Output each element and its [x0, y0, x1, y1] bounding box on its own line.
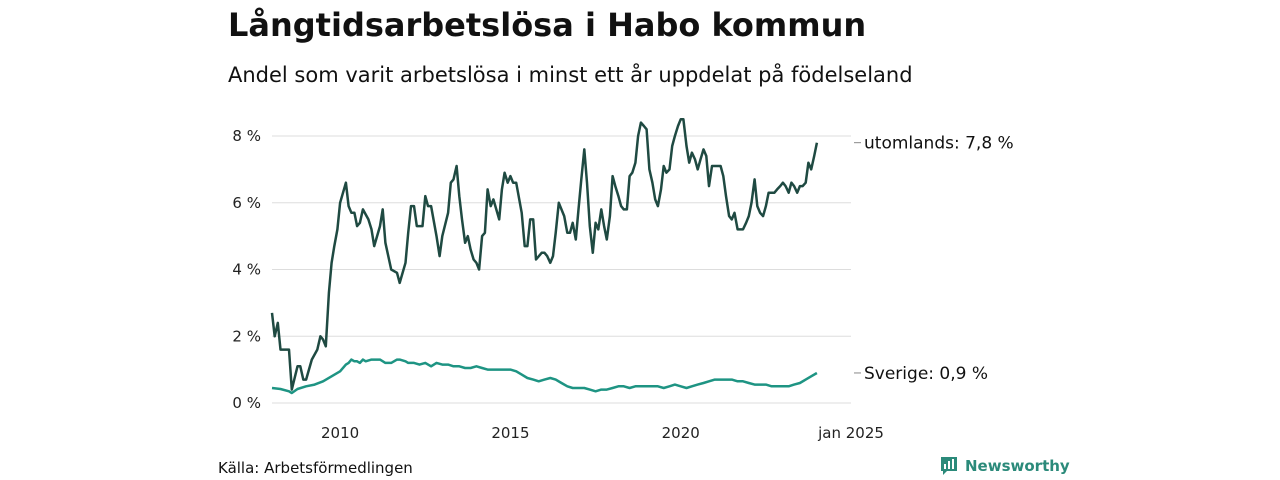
y-tick-label: 2 %: [232, 327, 261, 345]
brand-name: Newsworthy: [965, 457, 1070, 475]
y-tick-label: 6 %: [232, 194, 261, 212]
x-tick-label: 2020: [662, 424, 700, 442]
series-end-label: Sverige: 0,9 %: [864, 364, 988, 384]
y-axis-ticks: 0 % 2 % 4 % 6 % 8 %: [232, 127, 261, 412]
gridlines: [272, 135, 851, 404]
chart-title: Långtidsarbetslösa i Habo kommun: [228, 6, 867, 44]
y-tick-label: 4 %: [232, 261, 261, 279]
y-tick-label: 0 %: [232, 394, 261, 412]
series-end-labels: utomlands: 7,8 % Sverige: 0,9 %: [854, 134, 1014, 384]
x-tick-label: jan 2025: [817, 424, 884, 442]
x-tick-label: 2010: [321, 424, 359, 442]
newsworthy-logo-icon: [941, 457, 957, 475]
x-axis-ticks: 2010 2015 2020 jan 2025: [321, 424, 884, 442]
brand-logo: Newsworthy: [939, 455, 1070, 477]
chart-subtitle: Andel som varit arbetslösa i minst ett å…: [228, 63, 913, 87]
source-note: Källa: Arbetsförmedlingen: [218, 459, 413, 477]
y-tick-label: 8 %: [232, 127, 261, 145]
series-end-label: utomlands: 7,8 %: [864, 134, 1014, 154]
x-tick-label: 2015: [491, 424, 529, 442]
series-line-1: [270, 118, 819, 391]
series-lines: [270, 118, 819, 395]
series-line-2: [271, 358, 818, 395]
